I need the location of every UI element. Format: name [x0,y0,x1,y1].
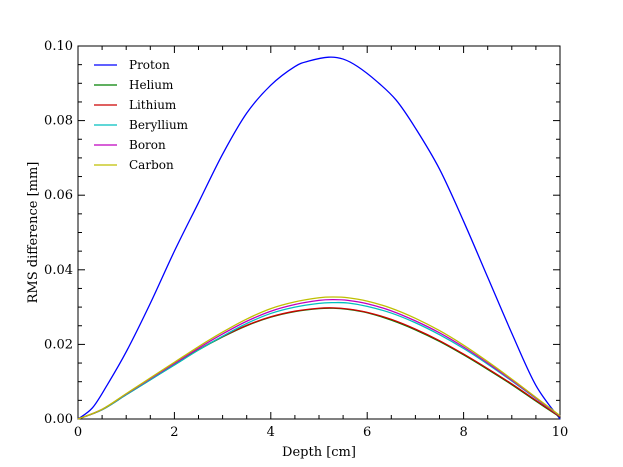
x-tick-label: 10 [552,425,569,440]
series-line-beryllium [77,301,561,420]
series-line-proton [77,56,561,420]
y-tick-label: 0.06 [44,188,73,203]
x-tick-label: 6 [363,425,371,440]
y-tick-label: 0.04 [44,263,73,278]
y-axis-title: RMS difference [mm] [26,162,41,304]
legend-label-beryllium: Beryllium [129,118,189,132]
legend-label-boron: Boron [129,138,166,152]
axis-ticks: 0 2 4 6 8 10 0.00 0.02 0.04 0.06 0.08 0.10 [44,39,568,440]
legend-label-lithium: Lithium [129,98,177,112]
data-series [77,56,561,420]
legend: Proton Helium Lithium Beryllium Boron Carbon [94,58,189,172]
x-tick-label: 2 [170,425,178,440]
x-tick-label: 4 [267,425,275,440]
y-tick-label: 0.10 [44,39,73,54]
y-tick-label: 0.00 [44,412,73,427]
x-axis-title: Depth [cm] [282,445,356,460]
y-tick-label: 0.08 [44,114,73,129]
series-line-boron [77,298,561,420]
series-line-carbon [77,296,561,420]
legend-label-helium: Helium [129,78,174,92]
x-tick-label: 0 [74,425,82,440]
y-tick-label: 0.02 [44,337,73,352]
x-tick-label: 8 [459,425,467,440]
legend-label-carbon: Carbon [129,158,174,172]
legend-label-proton: Proton [129,58,170,72]
